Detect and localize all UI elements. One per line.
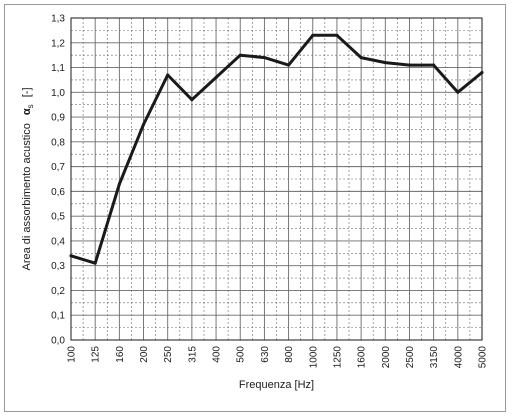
x-tick-label: 400 <box>212 346 223 363</box>
data-point <box>383 61 387 65</box>
data-point <box>142 123 146 127</box>
y-tick-label: 0,4 <box>51 236 65 247</box>
data-point <box>69 254 73 258</box>
y-tick-label: 0,2 <box>51 286 65 297</box>
data-point <box>262 56 266 60</box>
x-tick-label: 1600 <box>357 346 368 369</box>
x-axis: 100 125 160 200 250 315 400 500 630 800 1000 1250 16… <box>67 346 489 369</box>
data-point <box>480 70 484 74</box>
y-tick-label: 0,0 <box>51 336 65 347</box>
y-axis-title-symbol: α <box>21 108 33 115</box>
data-point <box>287 63 291 67</box>
x-tick-label: 2500 <box>405 346 416 369</box>
y-tick-label: 1,2 <box>51 38 65 49</box>
series-line <box>69 33 484 265</box>
x-tick-label: 3150 <box>429 346 440 369</box>
x-tick-label: 5000 <box>478 346 489 369</box>
data-point <box>456 90 460 94</box>
x-tick-label: 315 <box>187 346 198 363</box>
y-axis: 0,0 0,1 0,2 0,3 0,4 0,5 0,6 0,7 0,8 0,9 1,0 1,1 1,2 1… <box>51 14 65 347</box>
data-point <box>117 182 121 186</box>
major-gridlines <box>71 18 482 340</box>
y-tick-label: 0,5 <box>51 212 65 223</box>
y-tick-label: 1,0 <box>51 88 65 99</box>
x-tick-label: 250 <box>163 346 174 363</box>
x-tick-label: 200 <box>139 346 150 363</box>
x-tick-label: 630 <box>260 346 271 363</box>
data-point <box>214 75 218 79</box>
y-axis-title: Area di assorbimento acustico αs [-] <box>21 87 36 270</box>
x-tick-label: 500 <box>236 346 247 363</box>
data-point <box>432 63 436 67</box>
data-point <box>93 261 97 265</box>
y-axis-title-unit: [-] <box>21 87 33 97</box>
y-axis-title-text: Area di assorbimento acustico <box>21 123 33 270</box>
y-tick-label: 0,8 <box>51 137 65 148</box>
y-tick-label: 1,3 <box>51 14 65 25</box>
plot-area <box>70 17 483 341</box>
y-tick-label: 0,7 <box>51 162 65 173</box>
x-tick-label: 125 <box>91 346 102 363</box>
data-point <box>359 56 363 60</box>
y-tick-label: 0,1 <box>51 311 65 322</box>
data-point <box>335 33 339 37</box>
x-tick-label: 2000 <box>381 346 392 369</box>
minor-gridlines <box>71 18 482 340</box>
y-tick-label: 0,3 <box>51 261 65 272</box>
x-tick-label: 160 <box>115 346 126 363</box>
series-layer <box>69 33 484 265</box>
data-point <box>238 53 242 57</box>
y-tick-label: 1,1 <box>51 63 65 74</box>
data-point <box>311 33 315 37</box>
data-point <box>166 73 170 77</box>
y-tick-label: 0,9 <box>51 113 65 124</box>
chart-frame <box>4 4 506 412</box>
data-point <box>190 98 194 102</box>
x-tick-label: 800 <box>284 346 295 363</box>
x-tick-label: 4000 <box>453 346 464 369</box>
x-tick-label: 1250 <box>332 346 343 369</box>
data-point <box>407 63 411 67</box>
x-tick-label: 1000 <box>308 346 319 369</box>
x-tick-label: 100 <box>67 346 78 363</box>
y-axis-title-subscript: s <box>26 104 35 108</box>
y-tick-label: 0,6 <box>51 187 65 198</box>
x-axis-title: Frequenza [Hz] <box>239 379 314 391</box>
